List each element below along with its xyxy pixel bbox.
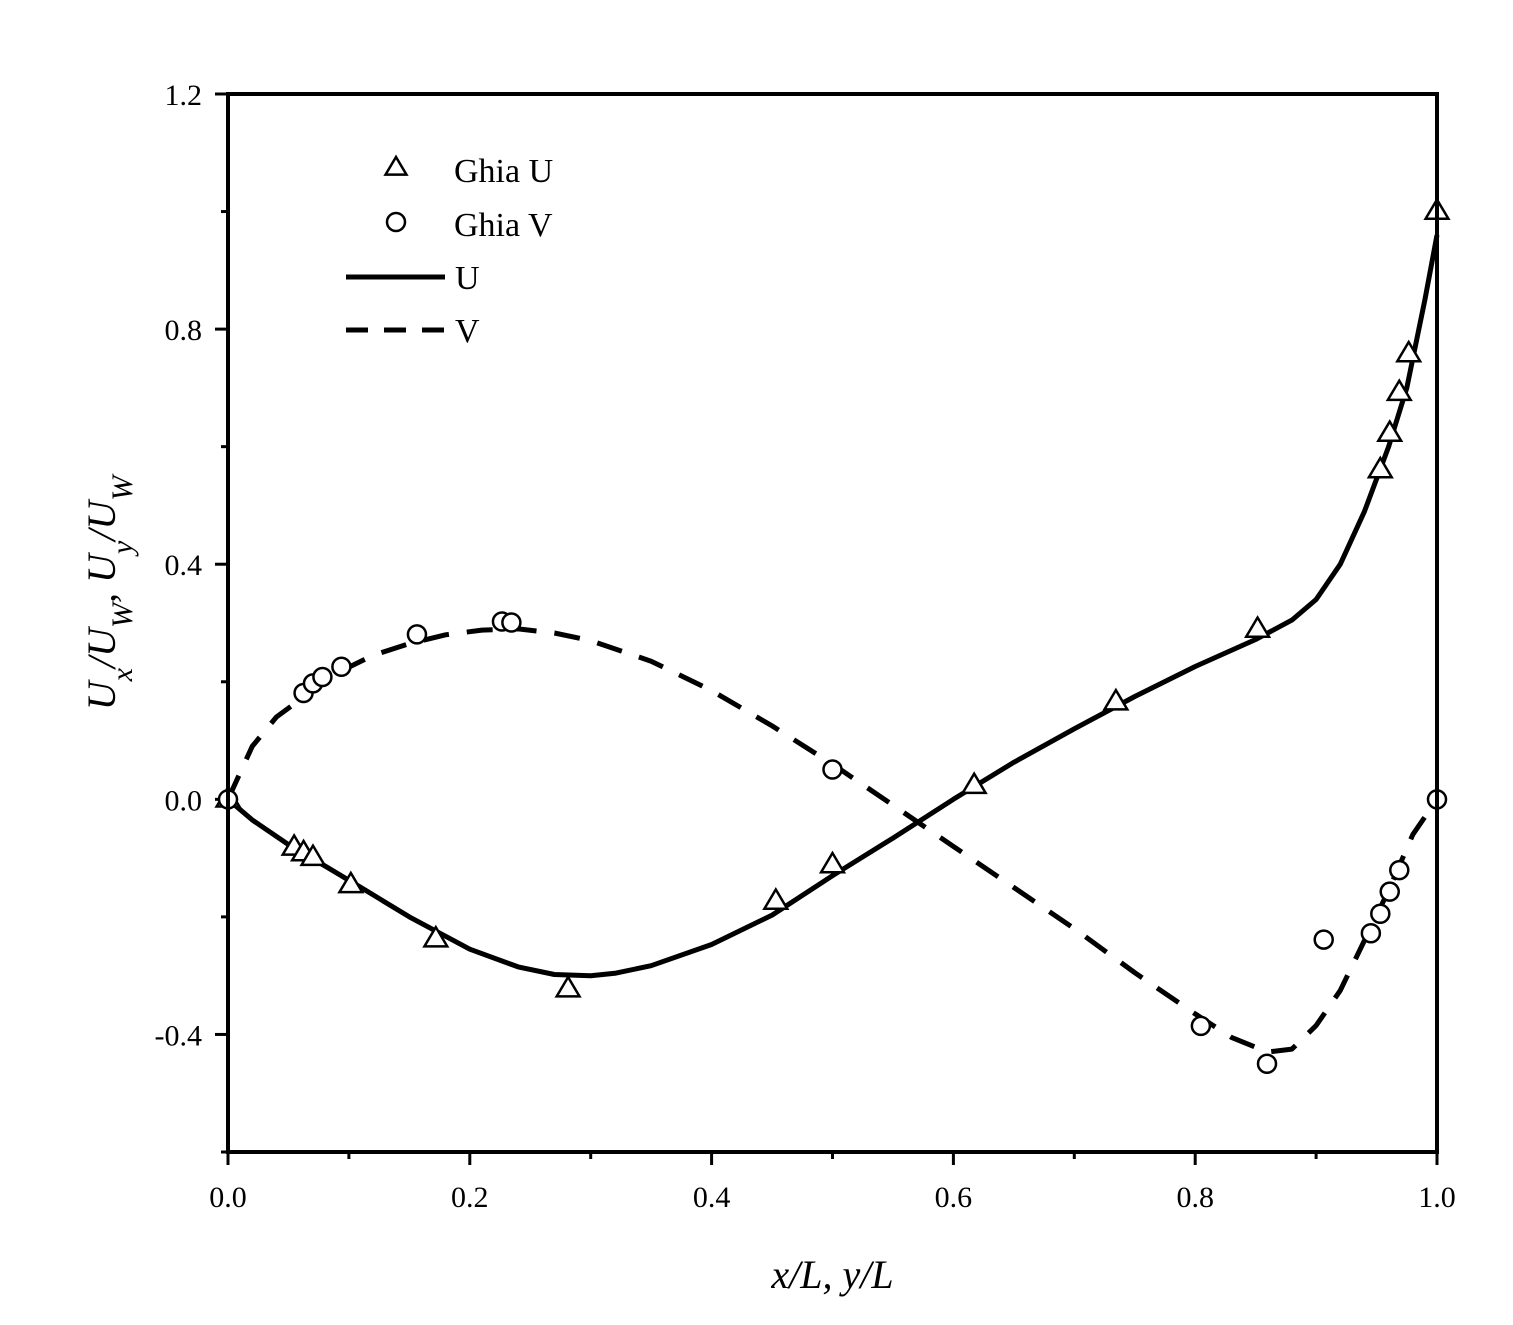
ghia-v-point (822, 759, 843, 780)
plot-frame (226, 92, 1439, 1154)
legend-label: Ghia U (454, 153, 553, 190)
x-tick-label: 0.0 (209, 1181, 247, 1214)
x-tick-label: 1.0 (1418, 1181, 1456, 1214)
ghia-u-point (762, 887, 790, 910)
ghia-v-point (312, 666, 333, 688)
ghia-u-point (1385, 378, 1413, 402)
legend-label: Ghia V (454, 207, 553, 244)
ghia-u-point (422, 924, 450, 948)
ghia-u-point (1395, 339, 1423, 363)
series-line-v (225, 626, 1440, 1055)
ghia-v-point (1256, 1053, 1278, 1075)
ghia-u-point (299, 843, 327, 867)
legend: Ghia U Ghia V UV (346, 153, 553, 350)
ghia-v-point (1379, 881, 1400, 902)
ghia-v-point (406, 624, 428, 645)
x-tick-label: 0.2 (451, 1181, 489, 1214)
y-tick-label: -0.4 (155, 1019, 203, 1052)
ghia-v-point (1370, 903, 1391, 924)
legend-label: U (455, 260, 480, 297)
ghia-u-point (1102, 687, 1130, 711)
series-line-u (226, 234, 1440, 979)
ghia-u-point (1376, 419, 1404, 443)
ghia-v-point (1313, 929, 1334, 950)
x-axis-ticks: 0.0 0.2 0.4 0.6 0.8 1.0 (209, 1152, 1456, 1214)
ghia-u-point (1243, 615, 1272, 638)
y-tick-label: 0.8 (165, 314, 203, 347)
x-axis-label: x/L, y/L (770, 1252, 893, 1297)
ghia-u-point (960, 771, 988, 795)
series-layer (214, 197, 1451, 1075)
ghia-u-point (554, 974, 582, 998)
ghia-v-point (1190, 1015, 1212, 1037)
y-tick-label: 0.4 (165, 549, 203, 582)
ghia-v-point (331, 656, 352, 678)
ghia-v-point (1389, 859, 1410, 881)
legend-symbol-ghia-u (383, 154, 409, 176)
legend-symbol-ghia-v (385, 211, 407, 233)
ghia-u-point (337, 870, 365, 894)
y-axis-label: Ux/UW, Uy/UW (79, 473, 139, 710)
legend-label: V (455, 313, 480, 350)
ghia-v-point (501, 612, 522, 633)
ghia-v-point (1360, 923, 1382, 944)
y-tick-label: 0.0 (165, 784, 203, 817)
x-tick-label: 0.4 (693, 1181, 731, 1214)
x-tick-label: 0.6 (935, 1181, 973, 1214)
ghia-u-point (818, 850, 847, 874)
x-tick-label: 0.8 (1176, 1181, 1214, 1214)
y-axis-ticks: -0.4 0.0 0.4 0.8 1.2 (155, 79, 228, 1154)
ghia-u-point (1366, 455, 1394, 479)
y-tick-label: 1.2 (165, 79, 203, 112)
